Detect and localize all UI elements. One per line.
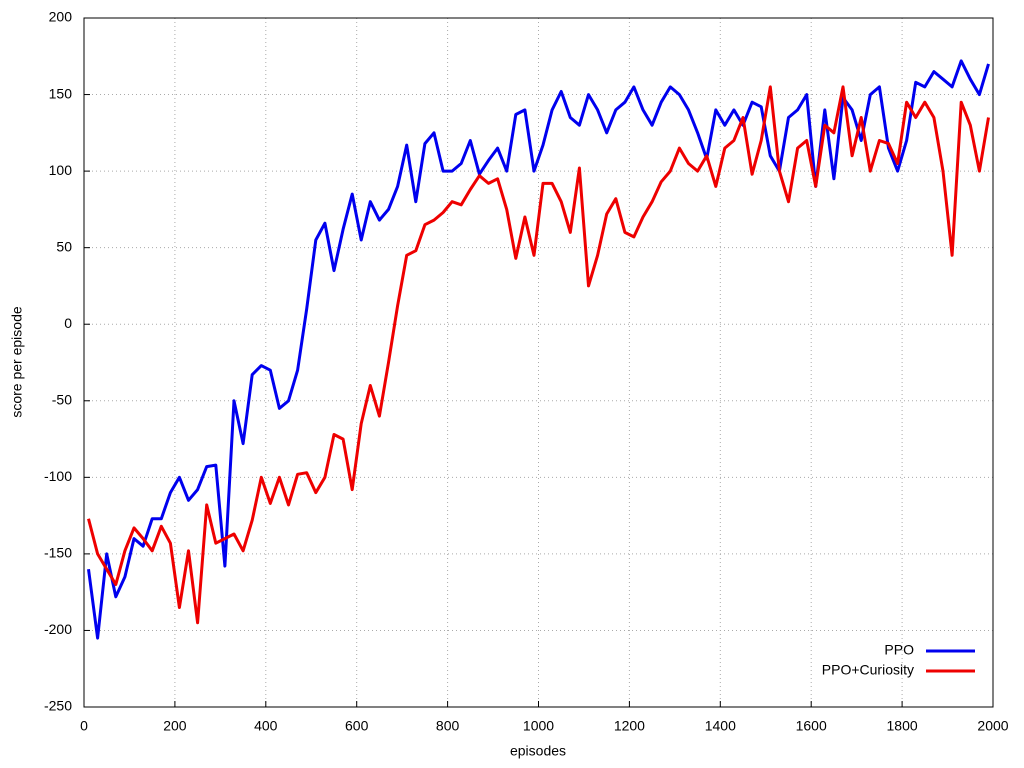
y-tick-label: 150 [49, 85, 73, 101]
y-tick-label: 0 [64, 315, 72, 331]
x-tick-label: 1800 [887, 718, 918, 734]
x-tick-label: 800 [436, 718, 460, 734]
x-tick-label: 1600 [796, 718, 827, 734]
line-series [87, 59, 990, 640]
y-tick-label: 200 [49, 9, 73, 25]
y-tick-label: 50 [56, 238, 72, 254]
plot-border [83, 17, 994, 708]
line-series [87, 85, 990, 625]
x-tick-label: 1400 [705, 718, 736, 734]
y-axis-label: score per episode [9, 306, 25, 418]
x-axis-label: episodes [510, 743, 566, 759]
y-tick-label: -100 [44, 468, 72, 484]
y-tick-label: -150 [44, 545, 72, 561]
x-tick-label: 600 [345, 718, 369, 734]
y-tick-label: -200 [44, 621, 72, 637]
x-tick-label: 1000 [523, 718, 554, 734]
y-tick-label: -50 [52, 391, 72, 407]
x-tick-label: 400 [254, 718, 278, 734]
x-tick-label: 2000 [977, 718, 1008, 734]
y-tick-label: -250 [44, 698, 72, 714]
legend-label: PPO [884, 642, 914, 658]
x-tick-label: 0 [80, 718, 88, 734]
legend-label: PPO+Curiosity [822, 662, 914, 678]
y-tick-label: 100 [49, 162, 73, 178]
x-tick-label: 1200 [614, 718, 645, 734]
x-tick-label: 200 [163, 718, 187, 734]
